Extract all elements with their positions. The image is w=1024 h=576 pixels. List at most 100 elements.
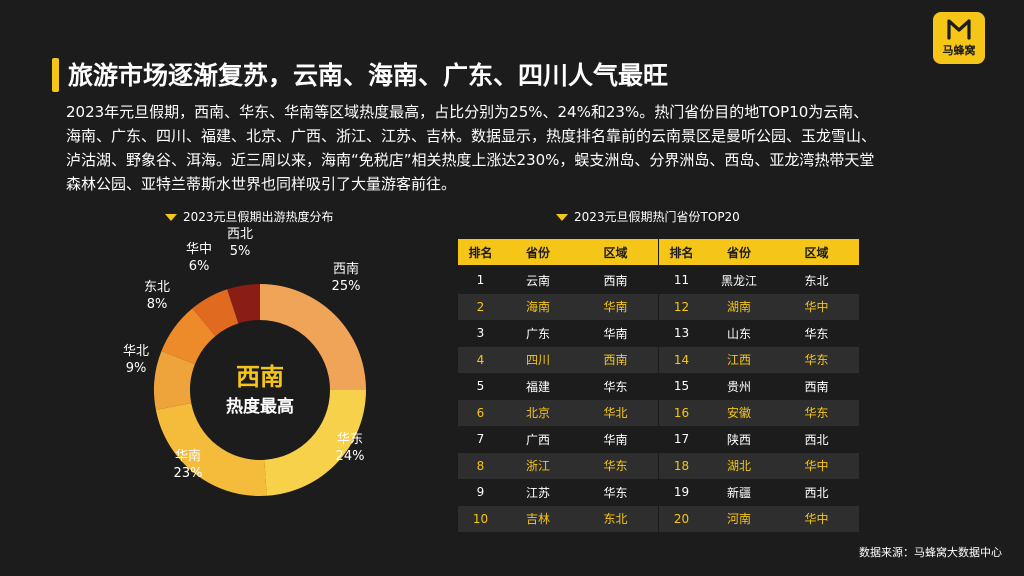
table-cell: 浙江 — [503, 452, 573, 479]
top20-table-right: 排名 省份 区域 11 黑龙江 东北 12 湖南 华中 13 山东 华东 14 江西 华东 15 贵州 西南 16 安… — [659, 239, 859, 532]
triangle-marker-icon — [556, 214, 568, 221]
table-cell: 7 — [476, 432, 485, 447]
table-cell: 华东 — [603, 485, 628, 500]
table-cell: 海南 — [503, 293, 573, 320]
table-cell: 云南 — [525, 273, 550, 288]
slice-label-value: 5% — [229, 244, 251, 259]
table-cell: 13 — [673, 326, 690, 341]
table-row: 4 四川 西南 — [458, 346, 658, 373]
slice-label-value: 25% — [331, 279, 361, 294]
slice-label-value: 6% — [188, 259, 210, 274]
table-cell: 广东 — [525, 326, 550, 341]
slice-label: 华北 9% — [116, 343, 156, 377]
donut-slice-1 — [260, 284, 366, 390]
table-cell: 华南 — [603, 432, 628, 447]
table-cell: 华中 — [774, 293, 859, 320]
table-cell: 黑龙江 — [720, 273, 757, 288]
table-cell: 华东 — [573, 452, 658, 479]
slice-label-name: 华中 — [185, 242, 212, 257]
table-row: 19 新疆 西北 — [659, 479, 859, 506]
donut-chart — [154, 284, 366, 496]
donut-center-label: 西南 — [236, 363, 284, 391]
table-cell: 新疆 — [726, 485, 751, 500]
table-cell: 湖北 — [704, 452, 774, 479]
table-cell: 福建 — [525, 379, 550, 394]
table-cell: 西南 — [603, 273, 628, 288]
summary-line: 泸沽湖、野象谷、洱海。近三周以来，海南“免税店”相关热度上涨达230%，蜈支洲岛… — [66, 151, 875, 169]
table-row: 12 湖南 华中 — [659, 293, 859, 320]
table-cell: 2 — [458, 293, 503, 320]
slice-label: 东北 8% — [137, 279, 177, 313]
table-cell: 陕西 — [726, 432, 751, 447]
table-cell: 河南 — [704, 505, 774, 532]
table-row: 17 陕西 西北 — [659, 426, 859, 453]
table-title: 2023元旦假期热门省份TOP20 — [556, 208, 740, 225]
table-cell: 11 — [673, 273, 690, 288]
table-cell: 山东 — [726, 326, 751, 341]
donut-slice-3 — [155, 403, 267, 496]
slice-label: 西北 5% — [220, 226, 260, 260]
table-cell: 6 — [458, 399, 503, 426]
table-cell: 华中 — [774, 505, 859, 532]
table-row: 10 吉林 东北 — [458, 505, 658, 532]
table-cell: 贵州 — [726, 379, 751, 394]
table-row: 7 广西 华南 — [458, 426, 658, 453]
summary-paragraph: 2023年元旦假期，西南、华东、华南等区域热度最高，占比分别为25%、24%和2… — [66, 100, 966, 196]
mafengwo-logo-icon — [947, 19, 971, 40]
table-cell: 14 — [659, 346, 704, 373]
table-cell: 北京 — [503, 399, 573, 426]
table-cell: 10 — [458, 505, 503, 532]
table-cell: 西北 — [804, 485, 829, 500]
table-cell: 16 — [659, 399, 704, 426]
slice-label: 西南 25% — [326, 261, 366, 295]
table-cell: 华东 — [774, 399, 859, 426]
summary-line: 海南、广东、四川、福建、北京、广西、浙江、江苏、吉林。数据显示，热度排名靠前的云… — [66, 127, 877, 145]
slice-label-value: 8% — [146, 297, 168, 312]
slice-label-value: 24% — [335, 449, 365, 464]
table-cell: 西北 — [804, 432, 829, 447]
table-cell: 安徽 — [704, 399, 774, 426]
table-cell: 吉林 — [503, 505, 573, 532]
table-row: 16 安徽 华东 — [659, 399, 859, 426]
table-row: 8 浙江 华东 — [458, 452, 658, 479]
donut-slice-4 — [154, 350, 195, 410]
slice-label-name: 西南 — [332, 262, 359, 277]
table-cell: 18 — [659, 452, 704, 479]
donut-slice-7 — [227, 284, 260, 324]
slice-label: 华中 6% — [179, 241, 219, 275]
table-header-cell: 省份 — [704, 239, 774, 267]
slice-label-name: 华北 — [122, 344, 149, 359]
table-row: 14 江西 华东 — [659, 346, 859, 373]
table-cell: 华东 — [603, 379, 628, 394]
table-cell: 1 — [476, 273, 485, 288]
table-row: 2 海南 华南 — [458, 293, 658, 320]
triangle-marker-icon — [165, 214, 177, 221]
summary-line: 森林公园、亚特兰蒂斯水世界也同样吸引了大量游客前往。 — [66, 175, 457, 193]
table-cell: 东北 — [573, 505, 658, 532]
table-header-cell: 区域 — [774, 239, 859, 267]
table-row: 11 黑龙江 东北 — [659, 266, 859, 294]
brand-logo: 马蜂窝 — [933, 12, 985, 64]
table-header-row: 排名 省份 区域 — [458, 239, 658, 267]
table-cell: 华东 — [804, 326, 829, 341]
brand-name: 马蜂窝 — [942, 44, 976, 57]
table-cell: 华南 — [603, 326, 628, 341]
table-cell: 华南 — [573, 293, 658, 320]
table-cell: 四川 — [503, 346, 573, 373]
table-title-text: 2023元旦假期热门省份TOP20 — [574, 210, 740, 224]
table-row: 1 云南 西南 — [458, 266, 658, 294]
donut-slice-2 — [264, 390, 366, 496]
table-header-cell: 省份 — [503, 239, 573, 267]
table-cell: 江苏 — [525, 485, 550, 500]
table-cell: 西南 — [573, 346, 658, 373]
table-cell: 西南 — [804, 379, 829, 394]
table-cell: 华东 — [774, 346, 859, 373]
slice-label-name: 西北 — [226, 227, 253, 242]
slice-label-value: 23% — [173, 466, 203, 481]
table-row: 18 湖北 华中 — [659, 452, 859, 479]
slice-label-name: 华东 — [336, 432, 363, 447]
table-row: 15 贵州 西南 — [659, 373, 859, 400]
table-cell: 华中 — [774, 452, 859, 479]
top20-table-left: 排名 省份 区域 1 云南 西南 2 海南 华南 3 广东 华南 4 四川 西南 5 福建 华东 6 北京 华北 7 广西华… — [458, 239, 658, 532]
slice-label: 华南 23% — [168, 448, 208, 482]
